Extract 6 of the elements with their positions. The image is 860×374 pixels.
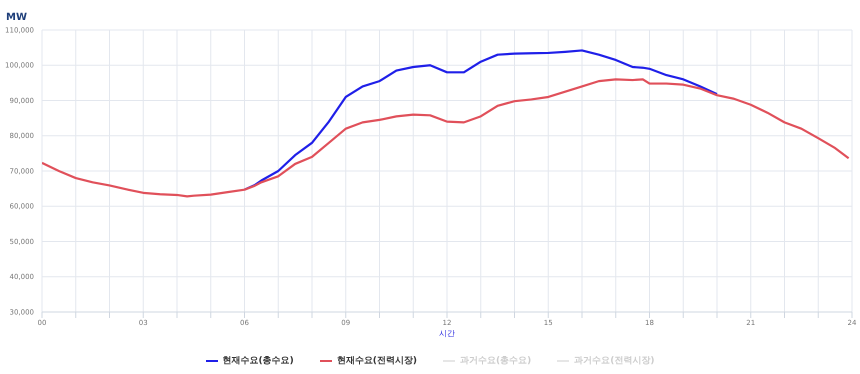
x-axis-title: 시간 (439, 329, 455, 338)
line-series (243, 49, 718, 191)
line-series (42, 78, 850, 198)
legend-label: 현재수요(총수요) (222, 355, 294, 367)
legend-label: 현재수요(전력시장) (336, 355, 417, 367)
y-axis-title: MW (6, 12, 27, 23)
